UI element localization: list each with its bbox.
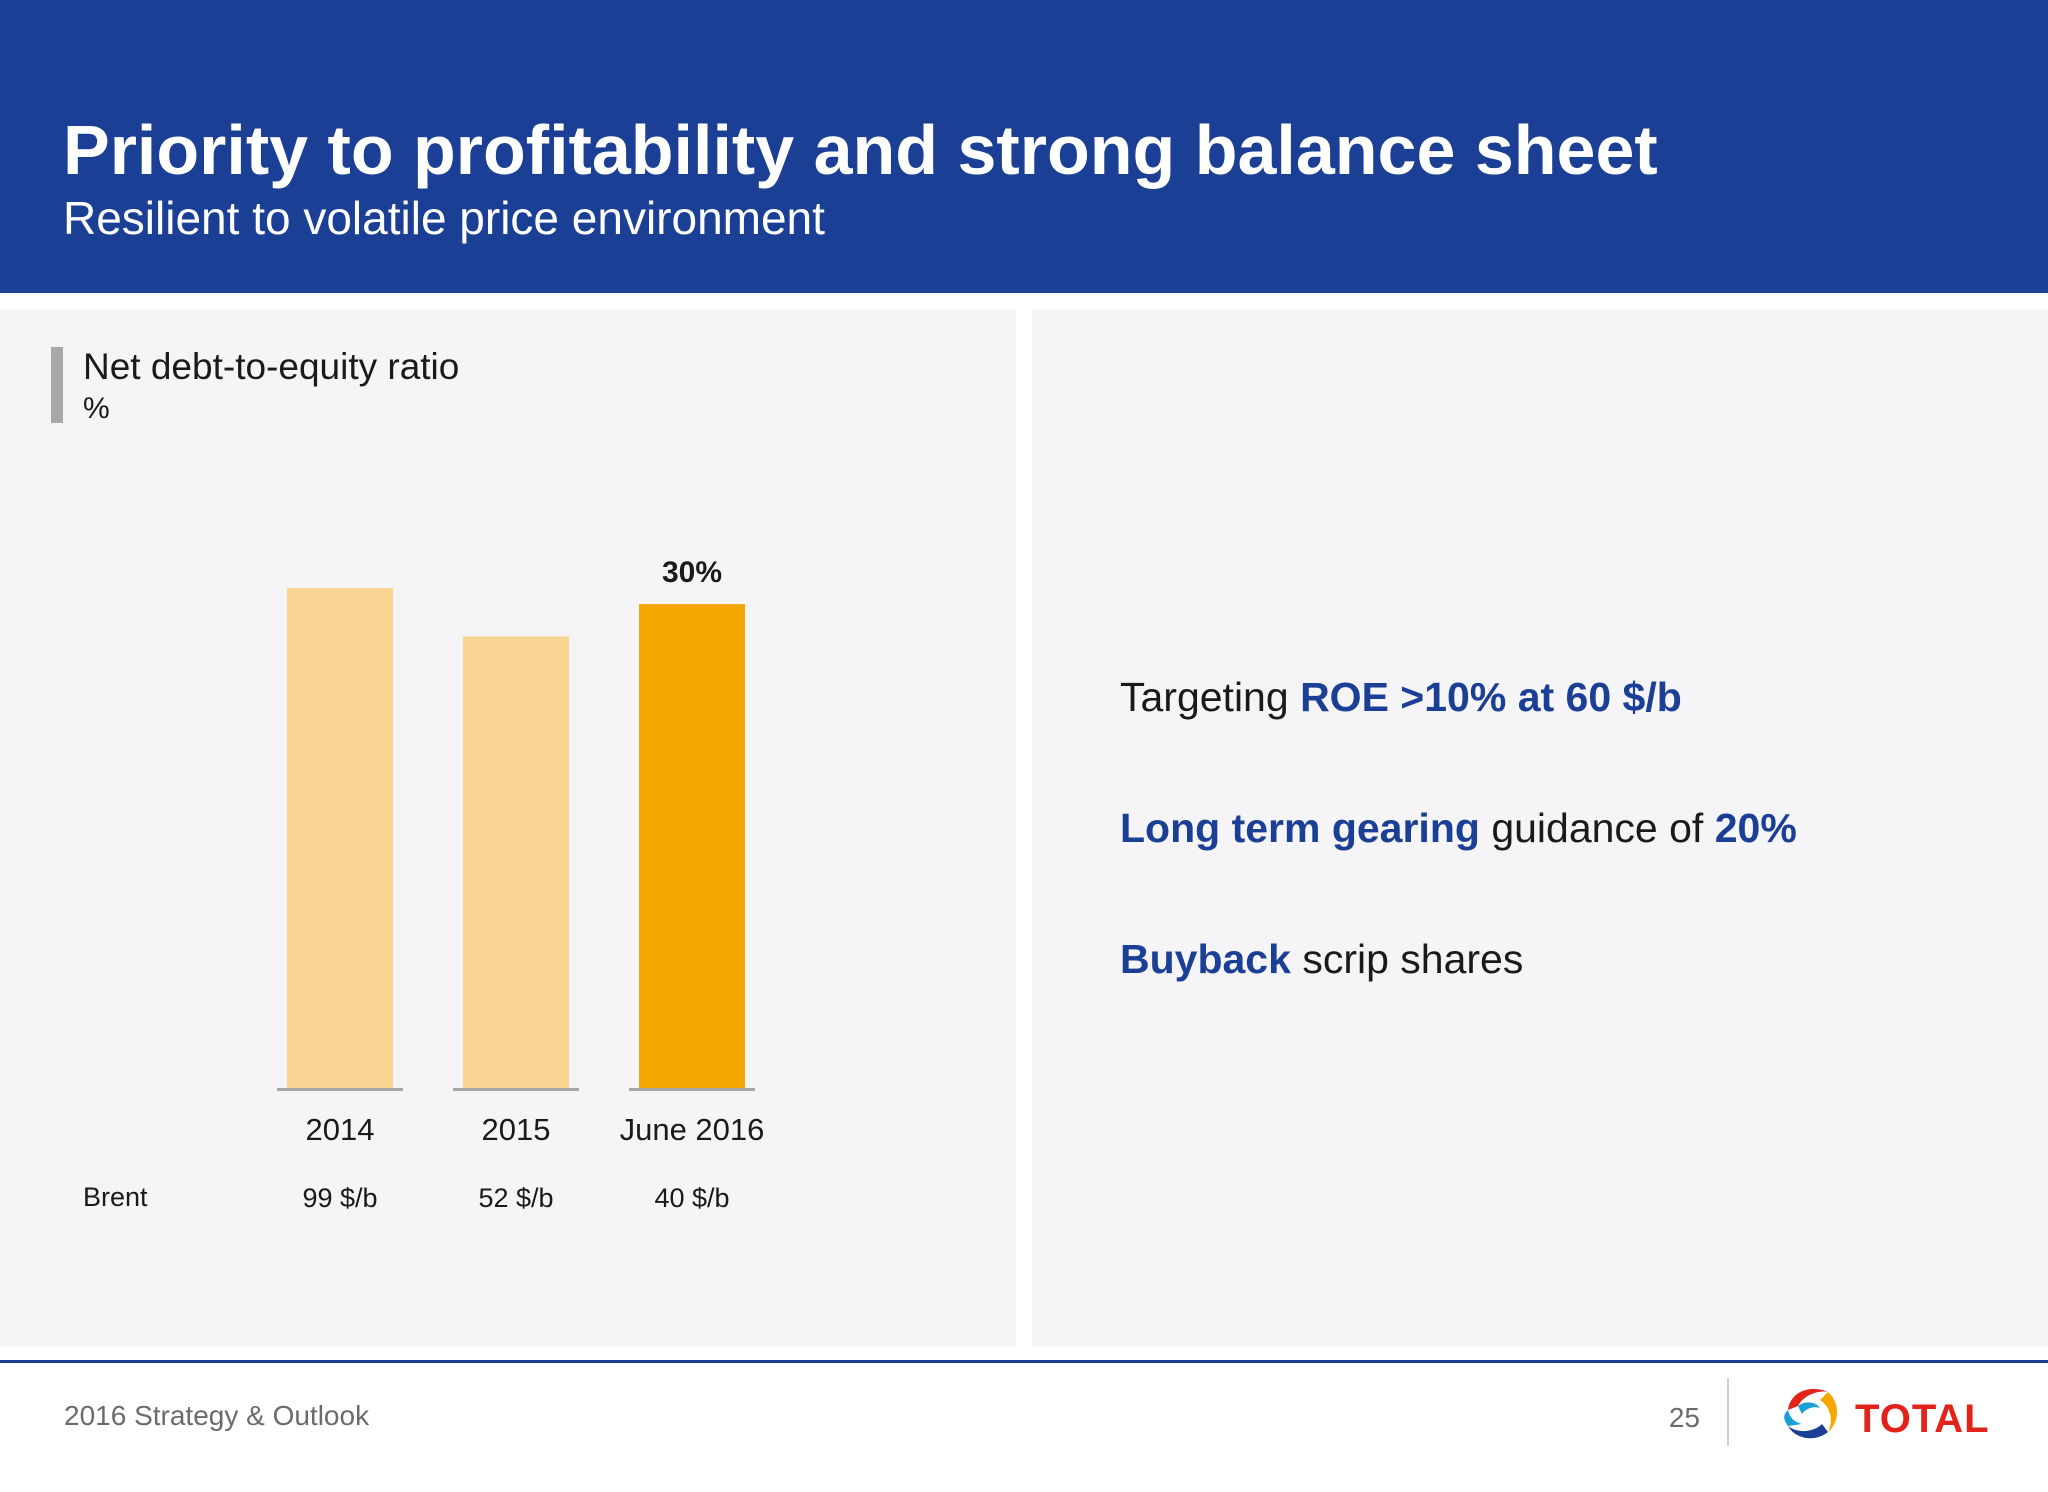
bullet-highlight: ROE >10% at 60 $/b	[1300, 674, 1682, 720]
x-tick-label: June 2016	[620, 1112, 765, 1147]
bar-2015	[463, 636, 569, 1088]
brent-value-june-2016: 40 $/b	[654, 1183, 730, 1213]
header-banner: Priority to profitability and strong bal…	[0, 0, 2048, 293]
chart-title-accent-bar	[51, 347, 63, 423]
chart-title: Net debt-to-equity ratio	[83, 346, 460, 387]
x-tick-label: 2015	[482, 1112, 551, 1147]
chart-unit: %	[83, 392, 110, 425]
key-points-panel	[1032, 309, 2048, 1347]
page-subtitle: Resilient to volatile price environment	[63, 192, 825, 244]
bullet-gearing: Long term gearing guidance of 20%	[1120, 803, 1797, 853]
bullet-roe: Targeting ROE >10% at 60 $/b	[1120, 672, 1682, 722]
bullet-highlight: 20%	[1714, 805, 1797, 851]
total-logo-icon	[1784, 1387, 1837, 1439]
page-number: 25	[1668, 1402, 1700, 1433]
x-tick-label: 2014	[306, 1112, 375, 1147]
footer-separator	[1727, 1378, 1729, 1446]
brent-value-2015: 52 $/b	[478, 1183, 554, 1213]
bullet-text: scrip shares	[1290, 936, 1524, 982]
bar-chart: 2014 2015 June 2016 30%	[277, 556, 765, 1147]
brent-value-2014: 99 $/b	[302, 1183, 378, 1213]
bar-june-2016	[639, 604, 745, 1088]
bullet-buyback: Buyback scrip shares	[1120, 934, 1523, 984]
bar-2014	[287, 588, 393, 1088]
footer-caption: 2016 Strategy & Outlook	[64, 1400, 370, 1431]
footer-divider	[0, 1360, 2048, 1363]
bullet-text: Targeting	[1120, 674, 1301, 720]
bullet-text: guidance of	[1479, 805, 1715, 851]
page-title: Priority to profitability and strong bal…	[63, 111, 1658, 189]
logo-wordmark: TOTAL	[1855, 1397, 1990, 1441]
data-label-june-2016: 30%	[662, 556, 722, 589]
bullet-highlight: Long term gearing	[1120, 805, 1480, 851]
logo-text: TOTAL	[1855, 1397, 1990, 1441]
bullet-highlight: Buyback	[1120, 936, 1291, 982]
brent-row-label: Brent	[83, 1182, 148, 1212]
